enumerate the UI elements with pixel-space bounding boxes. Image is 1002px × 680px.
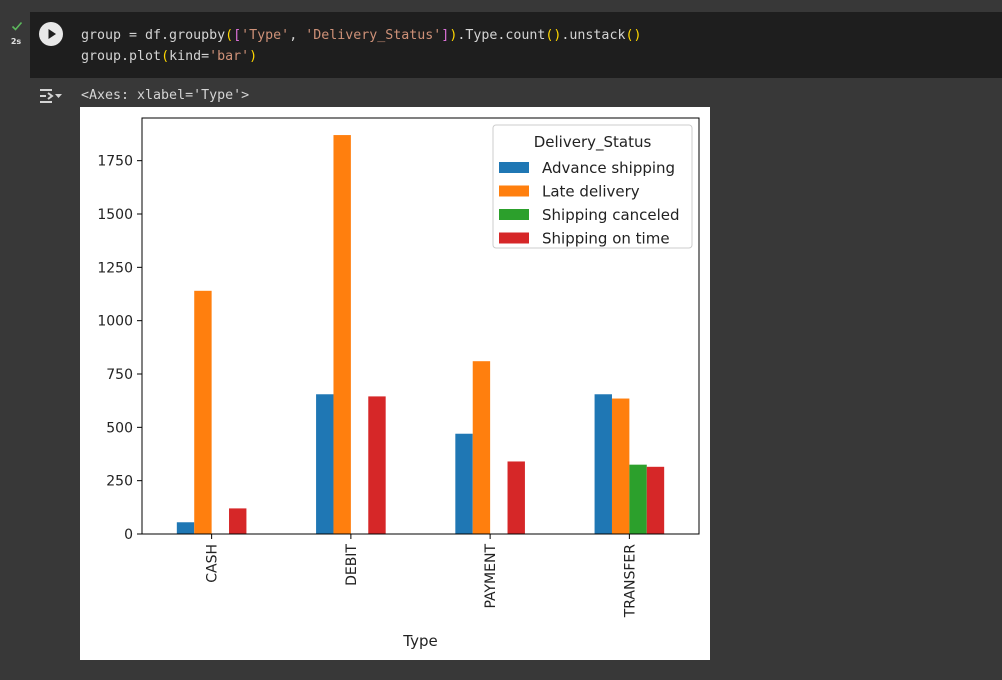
run-cell-button[interactable] <box>39 22 63 46</box>
bar-chart: 0 250 500 750 1000 1250 1500 1750 CASH DEBIT PAYME… <box>80 107 710 660</box>
bar-0-1 <box>194 290 212 534</box>
code-editor[interactable]: group = df.groupby(['Type', 'Delivery_St… <box>30 12 1002 78</box>
legend-swatch-0 <box>499 162 529 173</box>
code-lines[interactable]: group = df.groupby(['Type', 'Delivery_St… <box>81 25 641 67</box>
code-token: ( <box>225 28 234 43</box>
bar-1-0 <box>316 394 334 534</box>
check-icon <box>11 21 23 31</box>
legend-swatch-1 <box>499 185 529 197</box>
bar-2-0 <box>455 433 473 534</box>
code-token: group = df.groupby <box>81 28 226 43</box>
legend-title: Delivery_Status <box>534 133 652 152</box>
code-token: ( <box>161 49 170 64</box>
code-token: 'bar' <box>209 49 250 64</box>
y-tick-label: 1750 <box>97 154 133 170</box>
code-token: ) <box>449 28 458 43</box>
legend-entry-0: Advance shipping <box>542 159 675 177</box>
code-token: ) <box>249 49 258 64</box>
y-tick-label: 0 <box>124 527 133 543</box>
x-tick-label: TRANSFER <box>622 544 638 619</box>
code-token: [ <box>233 28 242 43</box>
code-token: 'Delivery_Status' <box>305 28 442 43</box>
y-tick-label: 1250 <box>97 260 133 276</box>
bar-1-1 <box>333 135 351 535</box>
bar-3-0 <box>594 394 612 534</box>
code-token: () <box>545 28 562 43</box>
code-line: group.plot(kind='bar') <box>81 46 641 67</box>
x-axis-title: Type <box>402 632 437 650</box>
code-token: () <box>625 28 642 43</box>
bar-1-3 <box>368 396 386 534</box>
y-tick-label: 1500 <box>97 207 133 223</box>
bar-2-1 <box>472 361 491 534</box>
code-line: group = df.groupby(['Type', 'Delivery_St… <box>81 25 641 46</box>
bar-3-3 <box>646 466 665 534</box>
code-token: kind= <box>169 49 210 64</box>
x-tick-label: DEBIT <box>344 544 360 586</box>
play-icon <box>48 29 56 39</box>
legend-entry-2: Shipping canceled <box>542 206 680 224</box>
code-token: 'Type' <box>241 28 290 43</box>
bar-0-3 <box>229 508 247 534</box>
chart-svg: 0 250 500 750 1000 1250 1500 1750 CASH DEBIT PAYME… <box>97 117 700 650</box>
code-token: .unstack <box>561 28 626 43</box>
bar-2-3 <box>507 461 525 534</box>
legend-swatch-2 <box>499 209 529 220</box>
bar-0-0 <box>176 522 195 534</box>
code-token: ] <box>441 28 450 43</box>
legend-entry-1: Late delivery <box>542 183 640 201</box>
y-tick-label: 500 <box>106 420 133 436</box>
output-menu-icon[interactable] <box>38 86 64 108</box>
cell-gutter: 2s <box>0 12 30 78</box>
legend-entry-3: Shipping on time <box>542 230 670 248</box>
code-token: .Type.count <box>457 28 546 43</box>
y-tick-label: 750 <box>106 367 133 383</box>
y-tick-label: 1000 <box>97 314 133 330</box>
y-tick-label: 250 <box>106 474 133 490</box>
x-tick-label: PAYMENT <box>483 544 499 609</box>
bar-3-1 <box>611 398 630 534</box>
code-token: group.plot <box>81 49 162 64</box>
legend-swatch-3 <box>499 232 529 244</box>
bar-3-2 <box>629 464 647 534</box>
legend-box <box>492 124 693 249</box>
code-token: , <box>289 28 306 43</box>
execution-time: 2s <box>10 37 22 46</box>
x-tick-label: CASH <box>205 544 221 583</box>
plot-frame <box>141 117 700 535</box>
output-text: <Axes: xlabel='Type'> <box>81 88 250 103</box>
